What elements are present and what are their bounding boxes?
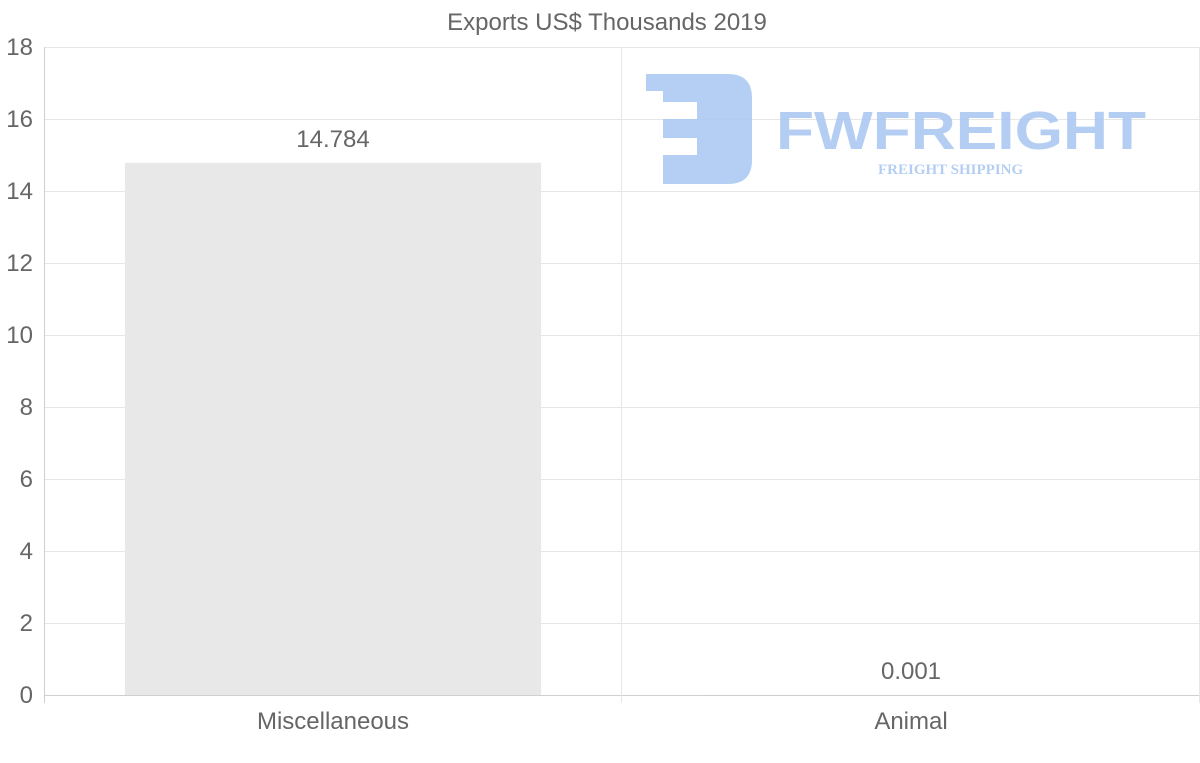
fwfreight-watermark-logo: FWFREIGHT FREIGHT SHIPPING <box>646 74 1146 184</box>
data-label: 0.001 <box>881 658 941 685</box>
bar-miscellaneous <box>124 162 542 695</box>
y-tick-label: 8 <box>20 394 33 421</box>
labels: 0 2 4 6 8 10 12 14 16 18 14.784 Miscellaneous 0.001 A… <box>6 34 947 735</box>
y-tick-label: 18 <box>6 34 33 61</box>
y-tick-label: 0 <box>20 682 33 709</box>
watermark-brand: FWFREIGHT <box>776 101 1146 161</box>
watermark-tagline: FREIGHT SHIPPING <box>878 162 1023 178</box>
data-label: 14.784 <box>296 126 369 153</box>
y-tick-label: 16 <box>6 106 33 133</box>
y-tick-label: 14 <box>6 178 33 205</box>
y-tick-label: 2 <box>20 610 33 637</box>
y-tick-label: 12 <box>6 250 33 277</box>
y-tick-label: 10 <box>6 322 33 349</box>
x-tick-label: Miscellaneous <box>257 708 409 735</box>
y-tick-label: 4 <box>20 538 33 565</box>
logo-mark-icon <box>646 74 752 184</box>
y-tick-label: 6 <box>20 466 33 493</box>
chart-title: Exports US$ Thousands 2019 <box>447 9 767 36</box>
x-tick-label: Animal <box>874 708 947 735</box>
bars <box>124 162 1120 695</box>
